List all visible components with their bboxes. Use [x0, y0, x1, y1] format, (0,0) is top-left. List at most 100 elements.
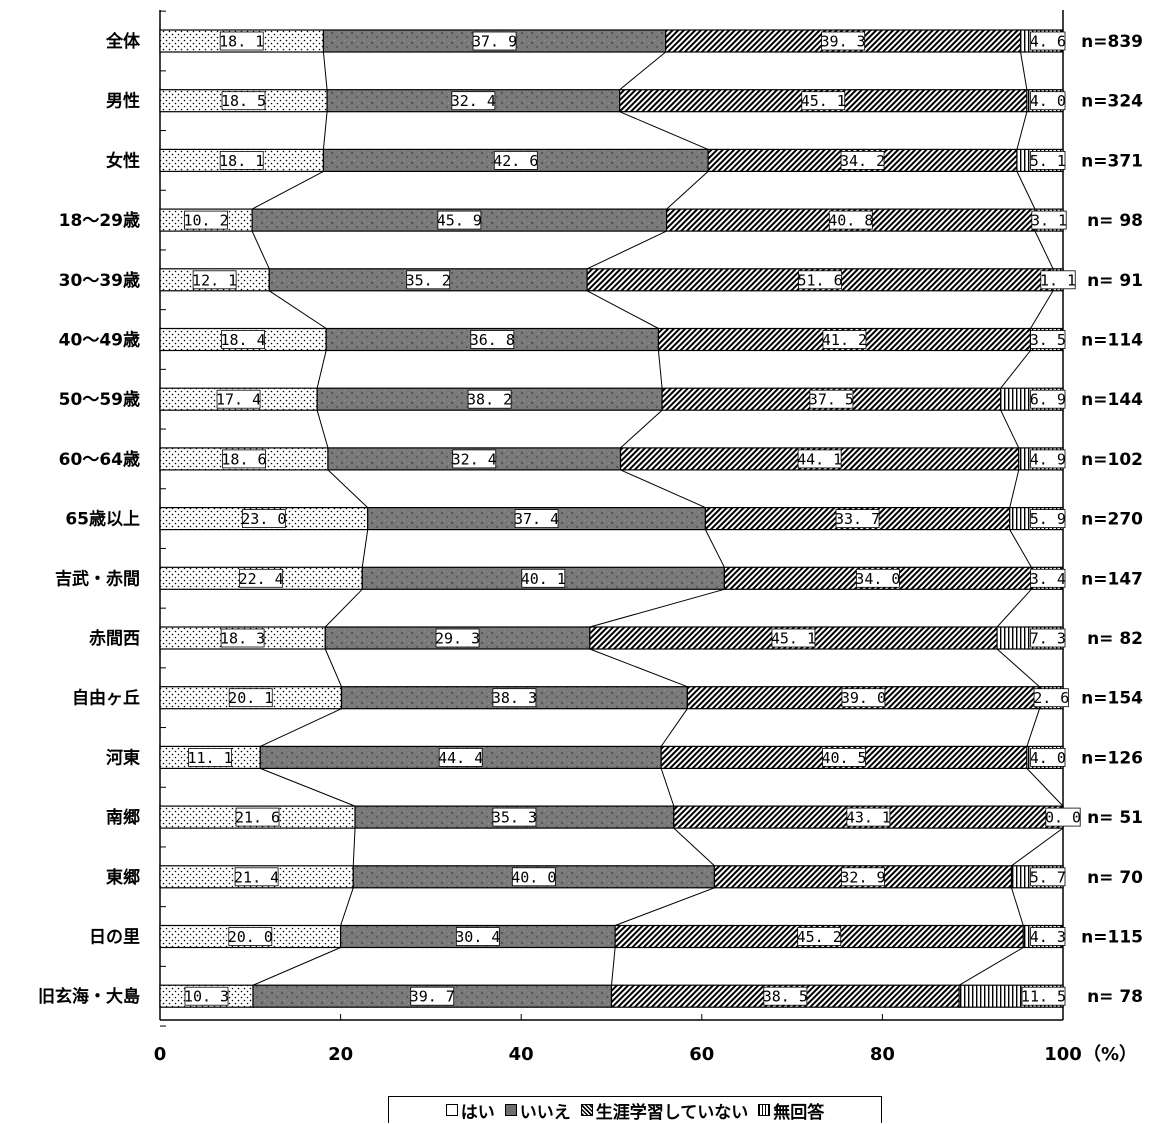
connector-line — [1016, 171, 1036, 210]
value-label-no-answer: 3. 1 — [1031, 212, 1067, 230]
value-label-not-learning: 51. 6 — [798, 271, 843, 289]
value-label-box — [192, 270, 237, 290]
value-label-box — [821, 31, 866, 51]
connector-line — [1020, 51, 1028, 90]
value-label-not-learning: 34. 0 — [855, 570, 900, 588]
x-tick-label: 60 — [689, 1044, 714, 1065]
connector-line — [1009, 469, 1020, 508]
n-label: n=324 — [1081, 92, 1143, 112]
connector-line — [327, 469, 369, 508]
value-label-box — [835, 509, 880, 529]
connector-line — [1009, 529, 1032, 568]
legend-item-no-answer: 無回答 — [758, 1098, 824, 1123]
value-label-no: 42. 6 — [493, 152, 538, 170]
value-label-not-learning: 43. 1 — [846, 809, 891, 827]
legend-item-not-learning: 生涯学習していない — [580, 1098, 748, 1123]
connector-line — [666, 171, 709, 210]
x-tick-label: 40 — [509, 1044, 534, 1065]
value-label-no: 44. 4 — [438, 749, 483, 767]
n-label: n=114 — [1081, 331, 1143, 351]
value-label-yes: 10. 3 — [184, 988, 229, 1006]
value-label-no-answer: 4. 6 — [1030, 33, 1066, 51]
value-label-box — [438, 748, 483, 767]
value-label-box — [1030, 31, 1066, 51]
connector-line — [620, 409, 663, 449]
connector-line — [704, 529, 725, 568]
category-label: 日の里 — [89, 928, 140, 948]
category-label: 男性 — [106, 91, 140, 112]
value-label-no-answer: 5. 7 — [1030, 868, 1066, 886]
legend: はい いいえ 生涯学習していない 無回答 — [388, 1096, 882, 1123]
connector-line — [1026, 708, 1040, 747]
value-label-box — [1031, 210, 1067, 230]
value-label-yes: 20. 0 — [228, 928, 273, 946]
value-label-box — [822, 330, 867, 349]
value-label-box — [492, 688, 537, 708]
connector-line — [251, 170, 324, 210]
value-label-yes: 18. 4 — [220, 331, 265, 349]
n-label: n=371 — [1081, 151, 1143, 171]
value-label-no-answer: 6. 9 — [1030, 391, 1066, 409]
value-label-box — [1030, 927, 1066, 946]
value-label-no-answer: 3. 5 — [1030, 331, 1066, 349]
value-label-box — [452, 449, 497, 469]
connector-line — [260, 767, 356, 807]
category-label: 65歳以上 — [65, 509, 140, 530]
connector-line — [620, 469, 706, 509]
value-label-box — [221, 91, 266, 111]
value-label-no-answer: 4. 3 — [1030, 928, 1066, 946]
value-label-box — [1030, 389, 1066, 409]
category-label: 全体 — [105, 31, 141, 52]
connector-line — [611, 947, 616, 986]
value-label-yes: 21. 6 — [235, 809, 280, 827]
connector-line — [268, 290, 327, 329]
value-label-no: 38. 2 — [467, 391, 512, 409]
connector-line — [340, 887, 354, 926]
value-label-not-learning: 40. 8 — [828, 212, 873, 230]
value-label-box — [1030, 568, 1066, 588]
value-label-box — [828, 210, 873, 230]
connector-line — [1030, 290, 1054, 329]
value-label-no-answer: 5. 9 — [1030, 510, 1066, 528]
value-label-no: 32. 4 — [452, 450, 497, 468]
connector-line — [586, 230, 667, 270]
value-label-box — [1030, 509, 1066, 529]
value-label-box — [228, 927, 273, 946]
connector-line — [316, 410, 329, 449]
value-label-box — [241, 509, 286, 529]
connector-line — [586, 290, 659, 329]
value-label-yes: 23. 0 — [241, 510, 286, 528]
legend-swatch-no — [504, 1104, 517, 1116]
value-label-box — [1040, 270, 1076, 290]
x-tick-label: 0 — [154, 1044, 167, 1065]
value-label-yes: 18. 1 — [219, 152, 264, 170]
connector-line — [619, 51, 666, 91]
value-label-no-answer: 4. 0 — [1030, 749, 1066, 767]
value-label-no: 40. 0 — [511, 868, 556, 886]
connector-line — [324, 588, 363, 628]
value-label-box — [451, 91, 496, 111]
category-label: 東郷 — [106, 867, 140, 888]
value-label-not-learning: 45. 1 — [801, 92, 846, 110]
value-label-box — [406, 270, 451, 290]
value-label-yes: 21. 4 — [234, 868, 279, 886]
value-label-not-learning: 38. 5 — [763, 988, 808, 1006]
value-label-box — [1030, 91, 1066, 111]
value-label-box — [1030, 628, 1066, 648]
value-label-no-answer: 11. 5 — [1021, 988, 1066, 1006]
category-label: 30～39歳 — [59, 270, 140, 291]
value-label-box — [1030, 150, 1066, 170]
connector-line — [660, 708, 688, 747]
legend-swatch-no-answer — [758, 1104, 771, 1116]
value-label-box — [514, 509, 559, 529]
value-label-yes: 12. 1 — [192, 271, 237, 289]
connector-line — [619, 111, 709, 150]
connector-line — [996, 588, 1032, 628]
value-label-not-learning: 37. 5 — [809, 391, 854, 409]
value-label-no: 35. 3 — [492, 809, 537, 827]
value-label-box — [219, 150, 264, 170]
value-label-yes: 22. 4 — [239, 570, 284, 588]
category-label: 60～64歳 — [59, 449, 140, 470]
value-label-no: 32. 4 — [451, 92, 496, 110]
value-label-box — [511, 867, 556, 887]
